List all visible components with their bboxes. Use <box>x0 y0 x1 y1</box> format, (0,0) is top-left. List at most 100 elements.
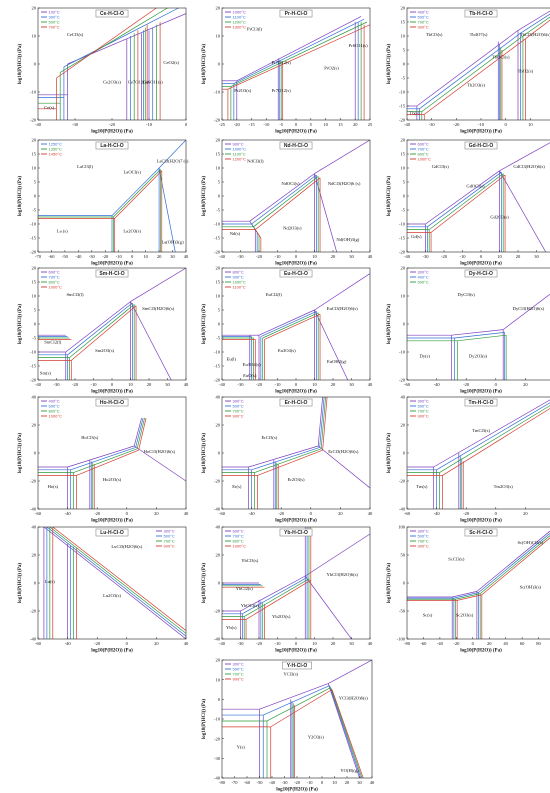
boundary-line <box>258 309 315 336</box>
panel-title-box <box>279 398 313 407</box>
y-tick-label: 0 <box>403 62 406 67</box>
y-tick-label: 10 <box>32 166 37 171</box>
boundary-line <box>328 660 372 684</box>
x-tick-label: 30 <box>534 254 539 259</box>
y-tick-label: -5 <box>32 336 36 341</box>
boundary-line <box>425 170 500 225</box>
boundary-line <box>416 30 519 107</box>
legend-label: 700°C <box>233 534 244 539</box>
x-tick-label: -40 <box>75 254 82 259</box>
y-tick-label: 20 <box>401 423 406 428</box>
region-label: YbCl3(s) <box>241 558 259 563</box>
region-label: Lu(s) <box>45 579 55 584</box>
panel-title-box <box>279 141 313 150</box>
panel-title-box <box>464 528 498 537</box>
y-tick-label: -10 <box>30 90 37 95</box>
boundary-line <box>520 13 550 34</box>
x-tick-label: -10 <box>116 254 123 259</box>
y-tick-label: -100 <box>397 637 406 642</box>
region-label: Eu3O4(s) <box>243 362 261 367</box>
y-tick-label: 5 <box>218 180 221 185</box>
x-tick-label: 20 <box>353 122 358 127</box>
legend-label: 500°C <box>233 404 244 409</box>
y-tick-label: 0 <box>218 194 221 199</box>
x-tick-label: 0 <box>295 382 298 387</box>
boundary-line <box>227 24 370 90</box>
boundary-line <box>253 176 319 228</box>
y-tick-label: -15 <box>399 104 406 109</box>
panel-15: -80-60-40-20020406080100-100-50050100log… <box>387 525 550 654</box>
legend-label: 700°C <box>418 539 429 544</box>
region-label: YbOCl(s) <box>241 603 260 608</box>
boundary-line <box>314 309 349 380</box>
region-label: TbCl3(s) <box>426 32 443 37</box>
legend-label: 700°C <box>49 25 60 30</box>
y-tick-label: 15 <box>401 152 406 157</box>
y-tick-label: -20 <box>30 250 37 255</box>
y-tick-label: 0 <box>218 451 221 456</box>
legend-label: 1000°C <box>233 147 246 152</box>
x-tick-label: 0 <box>495 511 498 516</box>
legend-label: 800°C <box>418 152 429 157</box>
x-tick-label: -60 <box>404 511 411 516</box>
panel-title-box <box>279 9 313 18</box>
boundary-line <box>242 577 308 615</box>
legend-label: 500°C <box>418 15 429 20</box>
x-axis-label: log10(P(H2O)) (Pa) <box>276 788 318 793</box>
x-tick-label: 0 <box>111 382 114 387</box>
y-axis-label: log10(P(HCl)) (Pa) <box>202 44 207 84</box>
panel-title: Yb-H-Cl-O <box>284 530 308 536</box>
y-tick-label: 20 <box>32 553 37 558</box>
region-label: EuCl3(H2O)6(s) <box>327 306 358 311</box>
panel-7: -40 -30 -20 -10 0 10 20 30 40 -20 -15 -10 -5 0 5 10 15 20… <box>18 266 189 395</box>
x-tick-label: 0 <box>126 511 129 516</box>
boundary-line <box>455 593 481 600</box>
boundary-line <box>133 417 142 447</box>
y-tick-label: 10 <box>32 294 37 299</box>
y-tick-label: -10 <box>399 350 406 355</box>
boundary-line <box>478 532 550 593</box>
boundary-line <box>476 530 550 592</box>
legend-label: 700°C <box>233 672 244 677</box>
region-label: Eu3O4(s) <box>278 348 296 353</box>
x-tick-label: 0 <box>295 641 298 646</box>
x-tick-label: 40 <box>368 382 373 387</box>
legend-label: 500°C <box>164 534 175 539</box>
boundary-line <box>331 689 364 778</box>
region-label: GdCl3(H2O)6(s) <box>513 164 545 169</box>
region-label: Ce2O3(s) <box>103 80 121 85</box>
y-axis-label: log10(P(HCl)) (Pa) <box>387 304 392 344</box>
x-tick-label: -20 <box>109 122 116 127</box>
series-group <box>222 397 370 509</box>
panel-6: -40-30-20-10010203040-20-15-10-505101520… <box>387 138 550 267</box>
panel-title: Ho-H-Cl-O <box>100 400 124 406</box>
y-axis-label: log10(P(HCl)) (Pa) <box>387 44 392 84</box>
y-tick-label: 0 <box>403 581 406 586</box>
boundary-line <box>452 591 477 598</box>
region-label: Tm2O3(s) <box>494 484 514 489</box>
region-label: Gd(s) <box>411 234 422 239</box>
series-group <box>38 140 186 252</box>
legend-label: 700°C <box>233 409 244 414</box>
boundary-line <box>65 301 131 353</box>
boundary-line <box>259 683 329 710</box>
region-label: GdCl3(s) <box>432 164 450 169</box>
y-tick-label: -5 <box>216 336 220 341</box>
region-label: Tm(s) <box>416 484 428 489</box>
y-tick-label: 10 <box>216 677 221 682</box>
y-tick-label: 0 <box>218 581 221 586</box>
y-tick-label: 20 <box>32 138 37 143</box>
x-tick-label: 40 <box>184 511 189 516</box>
region-label: Er2O3(s) <box>287 477 305 482</box>
x-tick-label: -70 <box>232 780 239 785</box>
boundary-line <box>263 685 330 716</box>
x-tick-label: -20 <box>294 780 301 785</box>
panel-title: Nd-H-Cl-O <box>284 143 308 149</box>
x-axis-label: log10(P(H2O)) (Pa) <box>460 130 502 135</box>
x-axis-label: log10(P(H2O)) (Pa) <box>91 519 133 524</box>
